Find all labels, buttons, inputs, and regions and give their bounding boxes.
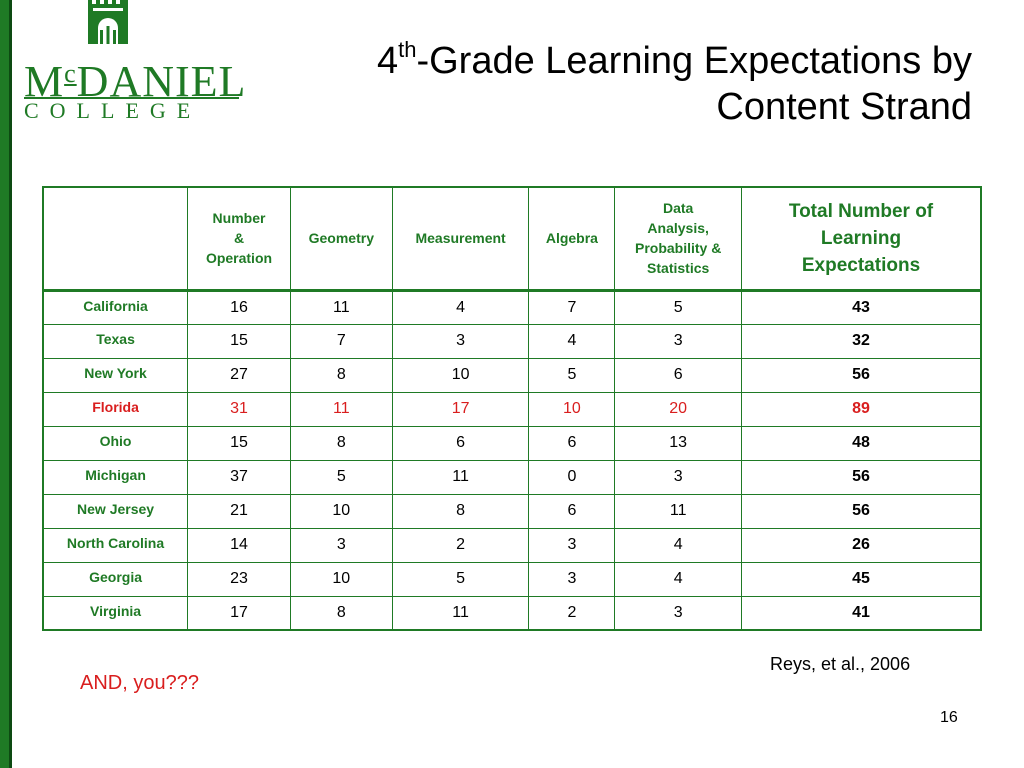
total-cell: 26 bbox=[741, 527, 982, 563]
value-cell: 10 bbox=[289, 493, 393, 529]
value-cell: 11 bbox=[614, 493, 743, 529]
value-cell: 10 bbox=[528, 391, 616, 427]
value-cell: 6 bbox=[528, 493, 616, 529]
header-data-analysis: Data Analysis, Probability & Statistics bbox=[614, 186, 743, 292]
table-row: Georgia 23 10 5 3 4 45 bbox=[42, 561, 982, 597]
value-cell: 31 bbox=[187, 391, 291, 427]
mcdaniel-college-logo: McDANIEL COLLEGE bbox=[24, 0, 245, 125]
state-name: New Jersey bbox=[42, 493, 189, 529]
value-cell: 20 bbox=[614, 391, 743, 427]
value-cell: 23 bbox=[187, 561, 291, 597]
value-cell: 10 bbox=[289, 561, 393, 597]
total-cell: 45 bbox=[741, 561, 982, 597]
table-row: New Jersey 21 10 8 6 11 56 bbox=[42, 493, 982, 529]
value-cell: 21 bbox=[187, 493, 291, 529]
header-blank bbox=[42, 186, 189, 292]
tower-icon bbox=[88, 0, 128, 44]
value-cell: 8 bbox=[391, 493, 530, 529]
value-cell: 7 bbox=[528, 289, 616, 325]
header-number-operation: Number & Operation bbox=[187, 186, 291, 292]
header-measurement: Measurement bbox=[391, 186, 530, 292]
value-cell: 4 bbox=[528, 323, 616, 359]
value-cell: 4 bbox=[614, 527, 743, 563]
value-cell: 4 bbox=[391, 289, 530, 325]
state-name: Virginia bbox=[42, 595, 189, 631]
slide-title: 4th-Grade Learning Expectations by Conte… bbox=[376, 37, 972, 129]
total-cell: 56 bbox=[741, 493, 982, 529]
value-cell: 3 bbox=[614, 595, 743, 631]
state-name: North Carolina bbox=[42, 527, 189, 563]
value-cell: 17 bbox=[187, 595, 291, 631]
total-cell: 48 bbox=[741, 425, 982, 461]
state-name: Michigan bbox=[42, 459, 189, 495]
table-row: Ohio 15 8 6 6 13 48 bbox=[42, 425, 982, 461]
value-cell: 2 bbox=[528, 595, 616, 631]
header-geometry: Geometry bbox=[289, 186, 393, 292]
citation: Reys, et al., 2006 bbox=[770, 654, 911, 674]
value-cell: 17 bbox=[391, 391, 530, 427]
state-name: New York bbox=[42, 357, 189, 393]
value-cell: 8 bbox=[289, 595, 393, 631]
value-cell: 16 bbox=[187, 289, 291, 325]
value-cell: 2 bbox=[391, 527, 530, 563]
total-cell: 32 bbox=[741, 323, 982, 359]
header-algebra: Algebra bbox=[528, 186, 616, 292]
value-cell: 10 bbox=[391, 357, 530, 393]
value-cell: 3 bbox=[614, 323, 743, 359]
value-cell: 37 bbox=[187, 459, 291, 495]
value-cell: 3 bbox=[289, 527, 393, 563]
value-cell: 3 bbox=[391, 323, 530, 359]
table-header-row: Number & Operation Geometry Measurement Al… bbox=[42, 186, 982, 292]
table-row: Virginia 17 8 11 2 3 41 bbox=[42, 595, 982, 631]
logo-rule bbox=[24, 97, 239, 99]
value-cell: 11 bbox=[289, 391, 393, 427]
value-cell: 13 bbox=[614, 425, 743, 461]
value-cell: 14 bbox=[187, 527, 291, 563]
left-accent-bar bbox=[0, 0, 12, 768]
table-row: California 16 11 4 7 5 43 bbox=[42, 289, 982, 325]
state-name: Ohio bbox=[42, 425, 189, 461]
table-row: New York 27 8 10 5 6 56 bbox=[42, 357, 982, 393]
value-cell: 4 bbox=[614, 561, 743, 597]
value-cell: 11 bbox=[391, 595, 530, 631]
question-text: AND, you??? bbox=[80, 672, 199, 694]
value-cell: 3 bbox=[614, 459, 743, 495]
value-cell: 5 bbox=[289, 459, 393, 495]
page-number: 16 bbox=[940, 709, 958, 726]
state-name: California bbox=[42, 289, 189, 325]
value-cell: 8 bbox=[289, 425, 393, 461]
value-cell: 6 bbox=[391, 425, 530, 461]
state-name: Texas bbox=[42, 323, 189, 359]
value-cell: 6 bbox=[528, 425, 616, 461]
value-cell: 11 bbox=[391, 459, 530, 495]
value-cell: 15 bbox=[187, 425, 291, 461]
table-row: Texas 15 7 3 4 3 32 bbox=[42, 323, 982, 359]
total-cell: 43 bbox=[741, 289, 982, 325]
value-cell: 27 bbox=[187, 357, 291, 393]
value-cell: 15 bbox=[187, 323, 291, 359]
value-cell: 7 bbox=[289, 323, 393, 359]
logo-college: COLLEGE bbox=[24, 98, 202, 123]
value-cell: 8 bbox=[289, 357, 393, 393]
state-name: Florida bbox=[42, 391, 189, 427]
expectations-table: Number & Operation Geometry Measurement Al… bbox=[42, 186, 982, 631]
table-row: Michigan 37 5 11 0 3 56 bbox=[42, 459, 982, 495]
header-total: Total Number of Learning Expectations bbox=[741, 186, 982, 292]
value-cell: 3 bbox=[528, 561, 616, 597]
value-cell: 0 bbox=[528, 459, 616, 495]
value-cell: 3 bbox=[528, 527, 616, 563]
value-cell: 5 bbox=[614, 289, 743, 325]
value-cell: 6 bbox=[614, 357, 743, 393]
table-row: Florida 31 11 17 10 20 89 bbox=[42, 391, 982, 427]
total-cell: 56 bbox=[741, 459, 982, 495]
value-cell: 11 bbox=[289, 289, 393, 325]
value-cell: 5 bbox=[391, 561, 530, 597]
value-cell: 5 bbox=[528, 357, 616, 393]
total-cell: 89 bbox=[741, 391, 982, 427]
total-cell: 41 bbox=[741, 595, 982, 631]
state-name: Georgia bbox=[42, 561, 189, 597]
table-row: North Carolina 14 3 2 3 4 26 bbox=[42, 527, 982, 563]
total-cell: 56 bbox=[741, 357, 982, 393]
